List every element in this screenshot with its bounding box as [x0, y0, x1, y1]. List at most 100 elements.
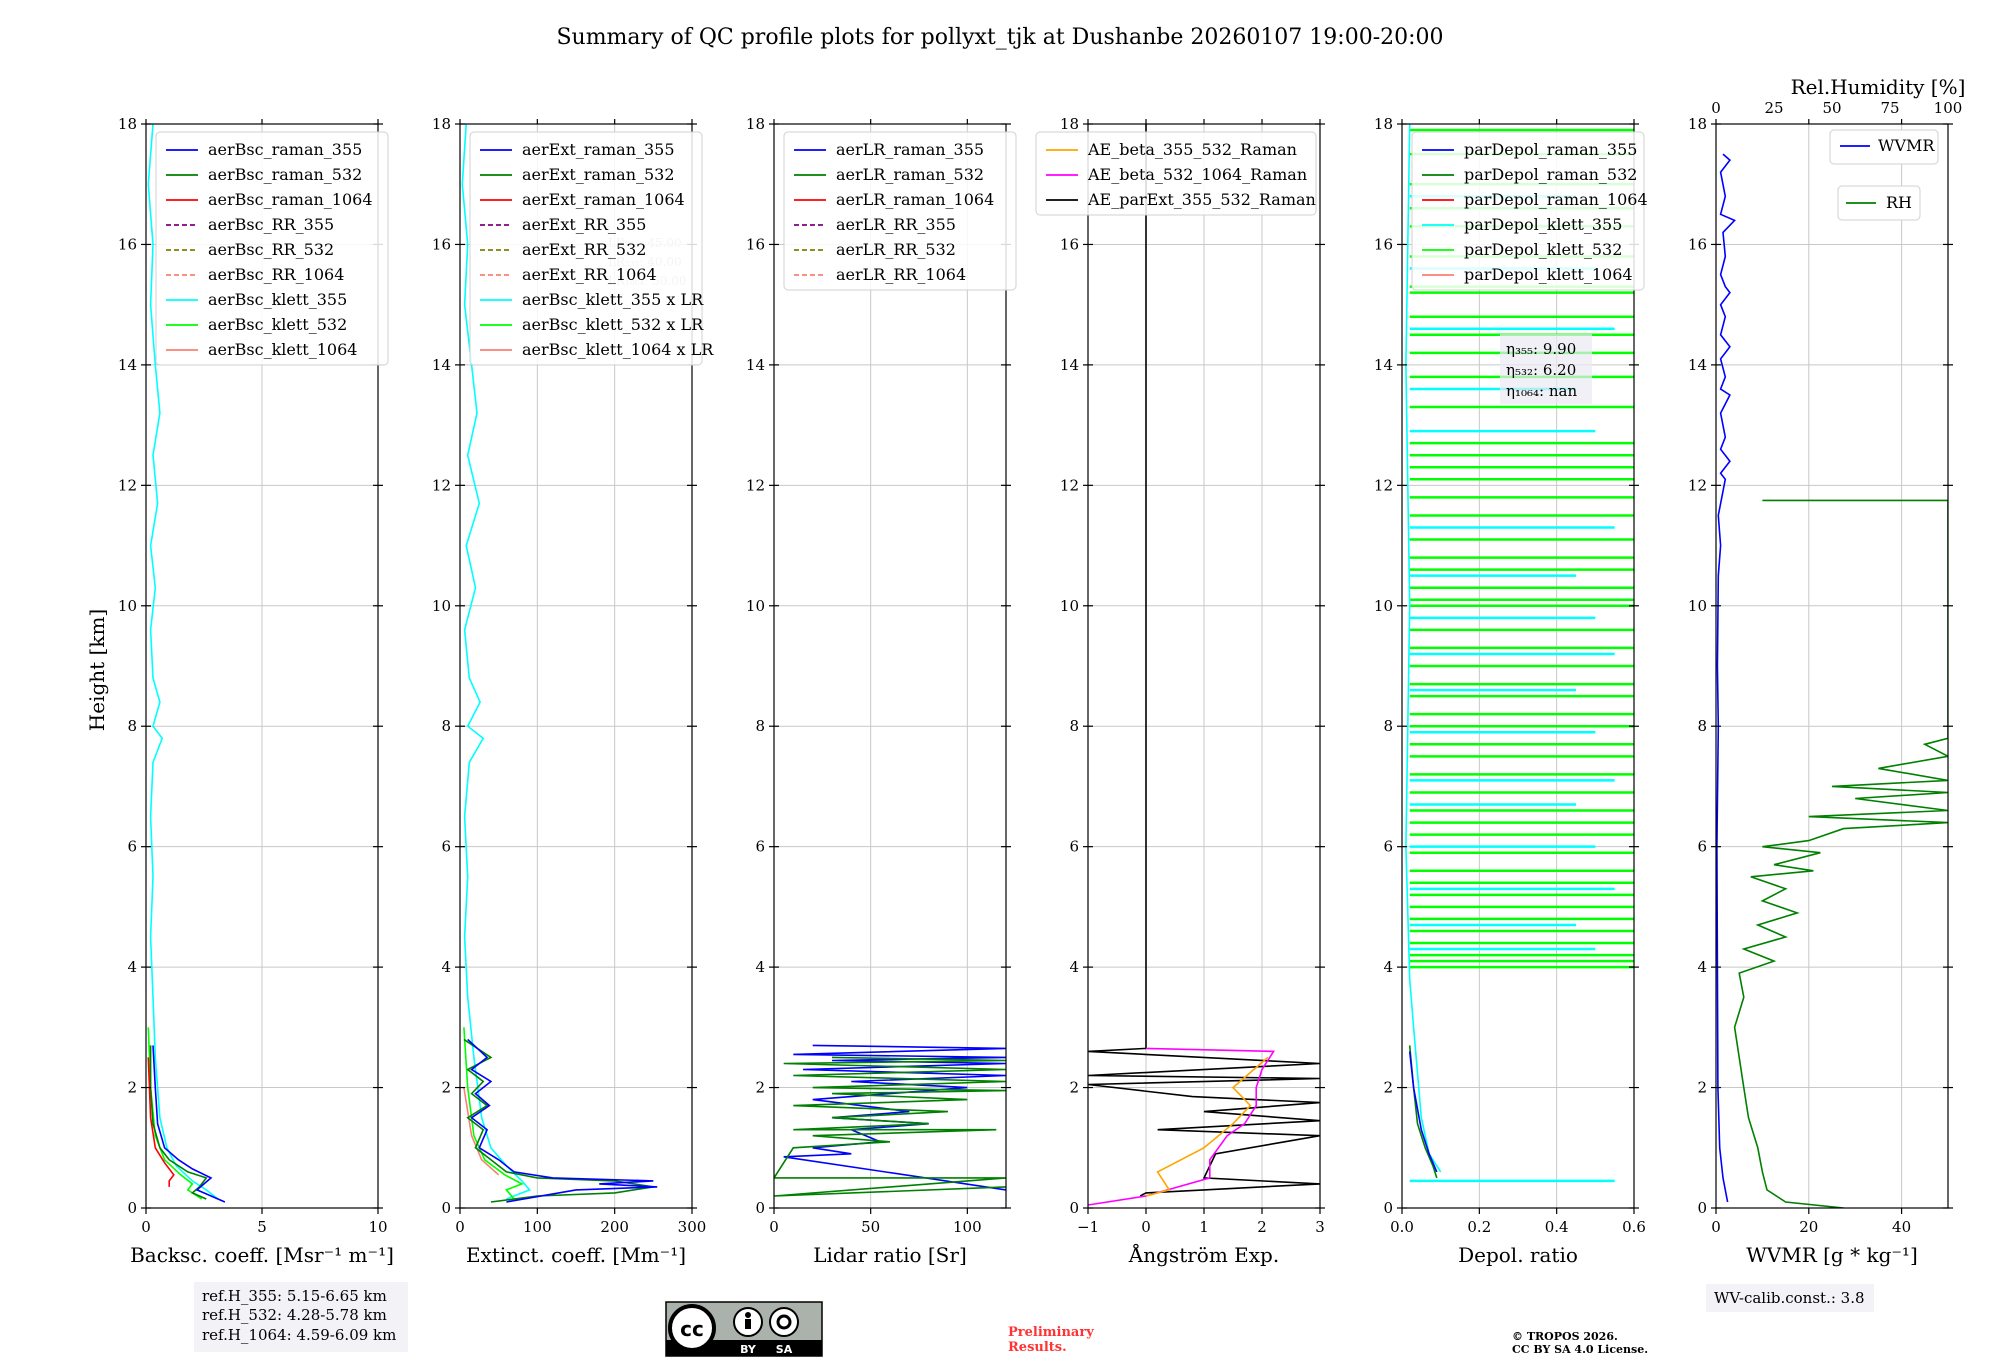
legend-label: aerExt_raman_1064	[522, 190, 685, 209]
ytick-label: 4	[441, 958, 451, 976]
ytick-label: 18	[746, 115, 765, 133]
cc-icon	[668, 1304, 716, 1352]
eta-box	[1500, 334, 1592, 404]
legend-label: aerBsc_klett_1064	[208, 340, 357, 359]
ytick-label: 12	[118, 476, 137, 494]
series-line-aerBsc_raman_355	[152, 1045, 226, 1203]
wv-calib-box: WV-calib.const.: 3.8	[1706, 1284, 1874, 1312]
legend-box	[469, 131, 703, 366]
xtick-label: 10	[368, 1218, 387, 1236]
y-axis-label: Height [km]	[85, 609, 109, 731]
plot-area-ext	[461, 124, 658, 1203]
series-line-AE_beta_355_532_Raman	[1145, 1056, 1269, 1197]
series-line-aerBsc_raman_1064	[147, 1057, 175, 1187]
ytick-label: 12	[432, 476, 451, 494]
ytick-label: 14	[1688, 356, 1707, 374]
legend-box	[1837, 185, 1921, 221]
axes-frame-lr	[773, 123, 1007, 1209]
xtick-label: 200	[600, 1218, 629, 1236]
x-axis-label-ae: Ångström Exp.	[1128, 1242, 1279, 1267]
axes-frame-wv	[1715, 123, 1949, 1209]
legend-box	[1829, 129, 1939, 165]
x-axis-label-lr: Lidar ratio [Sr]	[813, 1243, 967, 1267]
legend-label: parDepol_klett_355	[1464, 215, 1622, 234]
legend-label: parDepol_raman_1064	[1464, 190, 1648, 209]
xtick-label: 100	[523, 1218, 552, 1236]
series-line-aerBsc_raman_532	[149, 1045, 208, 1200]
series-line-parDepol_raman_355	[1408, 1051, 1438, 1173]
xtick-label: 5	[257, 1218, 267, 1236]
xtick-label: 0	[141, 1218, 151, 1236]
ytick-label: 14	[118, 356, 137, 374]
panel-lr: 0 2 4 6 8 10 12 14 16 18 0 50 100 Lidar ratio [Sr] aer…	[746, 115, 1017, 1267]
x-axis-label-depol: Depol. ratio	[1458, 1243, 1578, 1267]
xtick-label: 0.6	[1622, 1218, 1646, 1236]
legend-label: AE_beta_532_1064_Raman	[1087, 165, 1307, 184]
ytick-label: 0	[1697, 1199, 1707, 1217]
ref-h-1064: ref.H_1064: 4.59-6.09 km	[202, 1326, 396, 1344]
legend-label: RH	[1886, 193, 1912, 212]
ytick-label: 4	[755, 958, 765, 976]
legend-ext: aerExt_raman_355 aerExt_raman_532 aerExt_r…	[469, 131, 714, 366]
ytick-label: 10	[118, 597, 137, 615]
legend-lr: aerLR_raman_355 aerLR_raman_532 aerLR_rama…	[783, 131, 1017, 291]
xtick-label: 0	[769, 1218, 779, 1236]
ytick-label: 16	[746, 235, 765, 253]
ytick-label: 8	[1697, 717, 1707, 735]
legend-label: aerLR_raman_355	[836, 140, 984, 159]
series-line-AE_parExt_355_532_Raman	[1088, 124, 1320, 1197]
top-axis-label: Rel.Humidity [%]	[1791, 75, 1966, 99]
legend-label: aerExt_RR_1064	[522, 265, 657, 284]
legend-label: aerBsc_raman_355	[208, 140, 362, 159]
xtick-label: 100	[953, 1218, 982, 1236]
xtick-label: 1	[1199, 1218, 1209, 1236]
xtick-label: 40	[1892, 1218, 1911, 1236]
legend-label: aerBsc_RR_532	[208, 240, 334, 259]
legend-label: aerBsc_RR_1064	[208, 265, 344, 284]
legend-label: parDepol_klett_532	[1464, 240, 1622, 259]
ytick-label: 12	[746, 476, 765, 494]
legend-label: WVMR	[1878, 136, 1935, 155]
xtick-label: 0.4	[1545, 1218, 1569, 1236]
legend-label: parDepol_raman_532	[1464, 165, 1637, 184]
legend-label: aerBsc_klett_355 x LR	[522, 290, 704, 309]
ytick-label: 8	[1069, 717, 1079, 735]
ytick-label: 6	[441, 838, 451, 856]
legend-label: aerBsc_RR_355	[208, 215, 334, 234]
x-axis-label-ext: Extinct. coeff. [Mm⁻¹]	[466, 1243, 686, 1267]
ytick-label: 8	[1383, 717, 1393, 735]
series-line-RH	[1733, 499, 1948, 1208]
ytick-label: 8	[441, 717, 451, 735]
legend-box	[1035, 131, 1317, 216]
legend-box	[1411, 131, 1645, 291]
top-xtick-label: 75	[1880, 99, 1899, 117]
ytick-label: 10	[1374, 597, 1393, 615]
xtick-label: 2	[1257, 1218, 1267, 1236]
xtick-label: −1	[1077, 1218, 1099, 1236]
series-line-aerExt_raman_355	[467, 1038, 658, 1203]
legend-ae: AE_beta_355_532_Raman AE_beta_532_1064_Ra…	[1035, 131, 1317, 216]
legend-label: aerBsc_klett_1064 x LR	[522, 340, 714, 359]
top-xtick-label: 25	[1764, 99, 1783, 117]
xtick-label: 300	[678, 1218, 707, 1236]
series-line-aerLR_raman_532	[774, 1056, 1006, 1197]
ytick-label: 18	[1060, 115, 1079, 133]
xtick-label: 50	[861, 1218, 880, 1236]
ytick-label: 2	[1069, 1079, 1079, 1097]
axes-frame-ext	[459, 123, 693, 1209]
ytick-label: 4	[1069, 958, 1079, 976]
ytick-label: 16	[118, 235, 137, 253]
ytick-label: 14	[1374, 356, 1393, 374]
preliminary-line-1: Preliminary	[1008, 1325, 1094, 1340]
legend-label: aerBsc_klett_532	[208, 315, 347, 334]
ytick-label: 16	[1060, 235, 1079, 253]
by-icon-body	[745, 1319, 751, 1329]
series-line-parDepol_klett_355	[1405, 124, 1442, 1173]
legend-label: aerLR_RR_355	[836, 215, 956, 234]
ytick-label: 6	[1069, 838, 1079, 856]
legend-label: parDepol_raman_355	[1464, 140, 1637, 159]
series-line-AE_beta_532_1064_Raman	[1088, 1047, 1276, 1206]
